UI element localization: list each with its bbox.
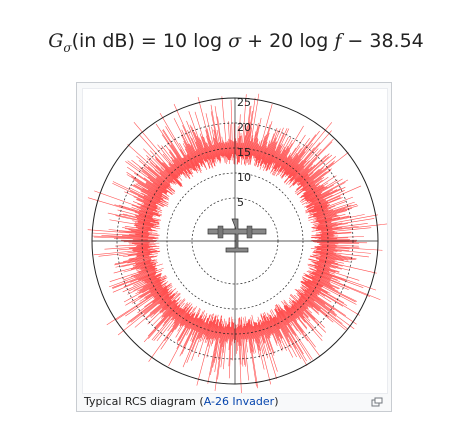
caption-text: ): [274, 395, 279, 408]
formula-part: log: [187, 30, 229, 52]
formula-part: +: [241, 30, 270, 52]
formula-part: σ: [63, 40, 72, 55]
airplane: [207, 218, 267, 253]
range-label: 15: [237, 146, 251, 159]
formula: Gσ(in dB) = 10 log σ + 20 log f − 38.54: [0, 30, 472, 55]
thumbnail: 5 10 15 20 25 Typical RCS diagram (A-26 Inva…: [76, 82, 392, 412]
caption-link[interactable]: A-26 Invader: [203, 395, 275, 408]
engine: [246, 225, 253, 239]
range-label: 5: [237, 196, 244, 209]
rcs-image[interactable]: 5 10 15 20 25: [82, 88, 388, 395]
polar-plot: 5 10 15 20 25: [87, 93, 388, 395]
formula-part: log: [293, 30, 335, 52]
formula-part: f: [334, 30, 342, 52]
engine: [217, 225, 224, 239]
range-label: 10: [237, 171, 251, 184]
caption: Typical RCS diagram (A-26 Invader): [84, 395, 278, 408]
enlarge-icon[interactable]: [371, 397, 383, 407]
range-label: 20: [237, 121, 251, 134]
formula-part: − 38.54: [341, 30, 424, 52]
formula-part: 10: [162, 30, 188, 52]
formula-part: σ: [228, 30, 242, 52]
caption-text: Typical RCS diagram (: [84, 395, 204, 408]
formula-part: 20: [269, 30, 294, 52]
formula-part: (in dB) =: [71, 30, 163, 52]
formula-part: G: [48, 30, 64, 52]
range-label: 25: [237, 96, 251, 109]
